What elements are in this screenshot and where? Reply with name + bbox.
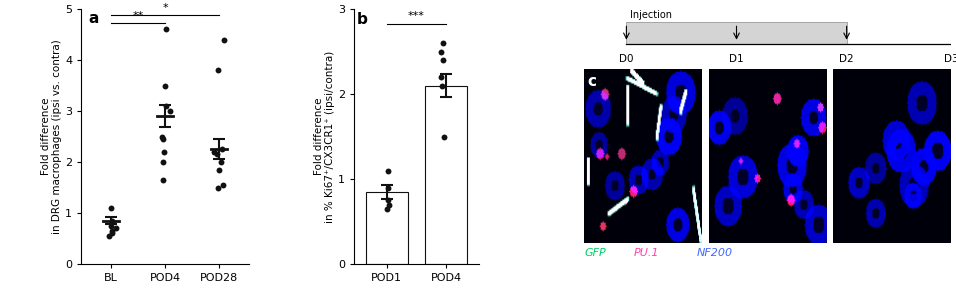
Text: D3: D3 xyxy=(944,54,956,64)
Point xyxy=(156,149,171,154)
Point xyxy=(159,103,174,108)
Point xyxy=(104,218,120,223)
Point xyxy=(380,206,395,211)
Point xyxy=(214,147,229,152)
Point xyxy=(155,160,170,164)
Point xyxy=(206,149,222,154)
Point xyxy=(436,58,451,62)
Bar xyxy=(366,192,407,264)
Point xyxy=(433,49,448,54)
Text: D0: D0 xyxy=(619,54,634,64)
Point xyxy=(380,185,396,190)
Text: *: * xyxy=(163,3,168,13)
Text: PU.1: PU.1 xyxy=(634,248,659,259)
Point xyxy=(213,160,228,164)
Point xyxy=(157,83,172,88)
Point xyxy=(210,68,226,73)
Bar xyxy=(425,85,467,264)
Point xyxy=(216,182,231,187)
Point xyxy=(103,206,119,210)
Point xyxy=(380,168,396,173)
Point xyxy=(163,109,178,113)
Point xyxy=(104,231,120,236)
Point xyxy=(436,134,451,139)
Point xyxy=(108,226,123,231)
Point xyxy=(101,233,117,238)
Point xyxy=(434,83,449,88)
Text: **: ** xyxy=(132,11,143,21)
Text: b: b xyxy=(358,11,368,26)
Point xyxy=(158,27,173,32)
Point xyxy=(155,134,170,139)
Point xyxy=(155,137,170,142)
Point xyxy=(380,198,396,203)
Text: NF200: NF200 xyxy=(696,248,732,259)
Text: ***: *** xyxy=(408,11,424,21)
Point xyxy=(216,37,231,42)
Text: GFP: GFP xyxy=(584,248,606,259)
Point xyxy=(434,75,449,80)
Point xyxy=(104,229,120,233)
Text: D2: D2 xyxy=(839,54,854,64)
Point xyxy=(156,177,171,182)
FancyBboxPatch shape xyxy=(626,22,847,44)
Y-axis label: Fold difference
in % Ki67⁺/CX3CR1⁺ (ipsi/contra): Fold difference in % Ki67⁺/CX3CR1⁺ (ipsi… xyxy=(314,50,336,223)
Point xyxy=(209,152,225,157)
Text: a: a xyxy=(88,11,98,26)
Point xyxy=(211,167,227,172)
Text: Injection: Injection xyxy=(630,10,672,20)
Point xyxy=(103,223,119,228)
Point xyxy=(435,40,450,45)
Text: D1: D1 xyxy=(729,54,744,64)
Y-axis label: Fold difference
in DRG macrophages (ipsi vs. contra): Fold difference in DRG macrophages (ipsi… xyxy=(41,39,62,234)
Text: c: c xyxy=(588,74,597,89)
Point xyxy=(381,202,397,207)
Point xyxy=(210,185,226,190)
